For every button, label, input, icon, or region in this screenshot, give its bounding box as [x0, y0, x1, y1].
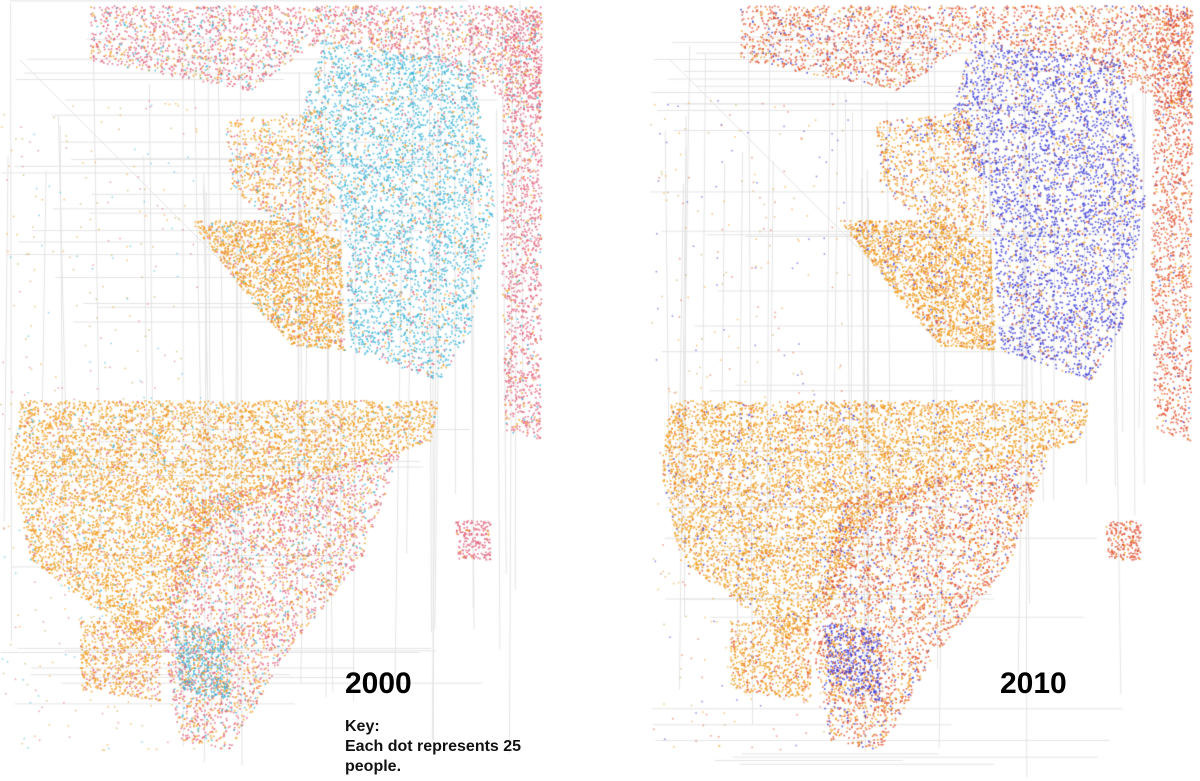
key-text: Each dot represents 25 people.: [345, 738, 522, 775]
map-key: Key: Each dot represents 25 people.: [345, 717, 550, 777]
key-title: Key:: [345, 718, 380, 735]
year-label-2010: 2010: [1000, 667, 1067, 700]
dot-density-map-2010: [650, 0, 1200, 781]
map-panel-2010: 2010: [650, 0, 1200, 781]
map-panel-2000: 2000 Key: Each dot represents 25 people.: [0, 0, 550, 781]
dot-density-map-2000: [0, 0, 550, 781]
year-label-2000: 2000: [345, 667, 412, 700]
